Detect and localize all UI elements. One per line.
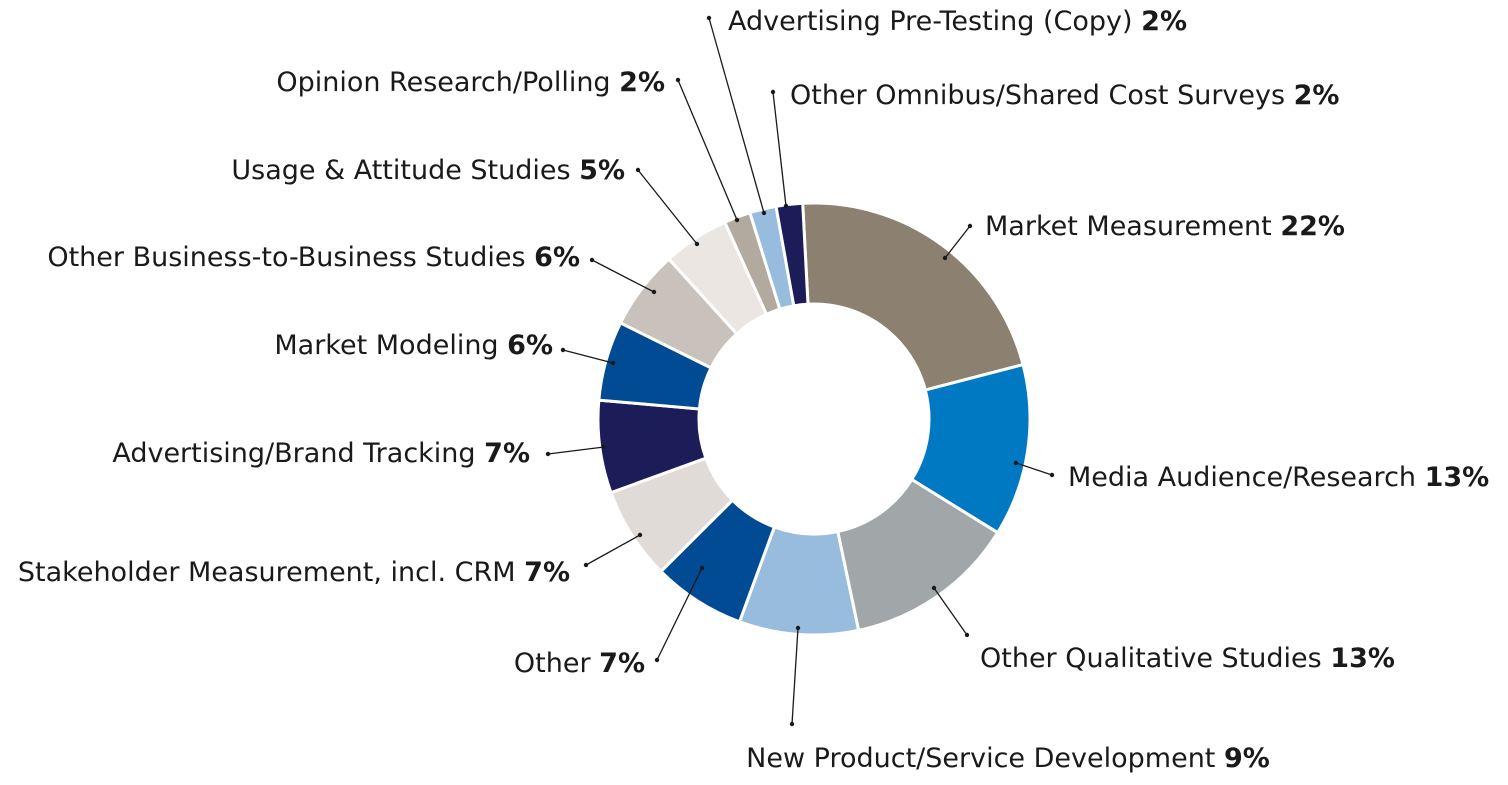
slice-label-name: Opinion Research/Polling bbox=[276, 67, 619, 98]
leader-line bbox=[677, 79, 738, 221]
slice-label: Market Measurement 22% bbox=[985, 211, 1345, 242]
leader-line bbox=[547, 446, 605, 455]
leader-line bbox=[944, 225, 971, 259]
leader-dot bbox=[545, 451, 551, 457]
slice-label-value: 9% bbox=[1224, 743, 1270, 774]
leader-dot bbox=[635, 167, 641, 173]
leader-dot bbox=[651, 289, 657, 295]
leader-dot bbox=[601, 444, 607, 450]
slice-market-measurement bbox=[801, 201, 1025, 392]
leader-lines bbox=[545, 15, 1055, 727]
slice-label-name: Usage & Attitude Studies bbox=[231, 155, 579, 186]
leader-dot bbox=[560, 347, 566, 353]
slice-label-name: Other Qualitative Studies bbox=[980, 643, 1330, 674]
slice-label-name: Other Omnibus/Shared Cost Surveys bbox=[790, 80, 1294, 111]
slice-label: Other Business-to-Business Studies 6% bbox=[47, 242, 580, 273]
leader-dot bbox=[637, 532, 643, 538]
leader-line bbox=[933, 587, 968, 636]
donut-slices bbox=[596, 201, 1032, 637]
slice-label: Other Qualitative Studies 13% bbox=[980, 643, 1395, 674]
leader-dot bbox=[583, 562, 589, 568]
slice-label: Market Modeling 6% bbox=[274, 330, 553, 361]
leader-dot bbox=[761, 210, 767, 216]
slice-label: Advertising Pre-Testing (Copy) 2% bbox=[728, 6, 1187, 37]
leader-dot bbox=[589, 257, 595, 263]
leader-line bbox=[591, 259, 655, 293]
leader-line bbox=[708, 17, 765, 214]
leader-dot bbox=[931, 585, 937, 591]
leader-dot bbox=[1013, 460, 1019, 466]
slice-label: Advertising/Brand Tracking 7% bbox=[112, 438, 530, 469]
leader-dot bbox=[654, 657, 660, 663]
slice-label-value: 7% bbox=[599, 648, 645, 679]
slice-label-name: Stakeholder Measurement, incl. CRM bbox=[18, 557, 524, 588]
slice-label-value: 13% bbox=[1330, 643, 1395, 674]
slice-label: Media Audience/Research 13% bbox=[1068, 462, 1489, 493]
slice-label-name: Media Audience/Research bbox=[1068, 462, 1425, 493]
leader-dot bbox=[706, 15, 712, 21]
leader-dot bbox=[610, 360, 616, 366]
slice-label: Opinion Research/Polling 2% bbox=[276, 67, 665, 98]
leader-dot bbox=[789, 721, 795, 727]
slice-label-name: Market Measurement bbox=[985, 211, 1280, 242]
slice-label-name: Advertising Pre-Testing (Copy) bbox=[728, 6, 1141, 37]
slice-label-name: Market Modeling bbox=[274, 330, 507, 361]
slice-label-value: 2% bbox=[619, 67, 665, 98]
leader-dot bbox=[734, 217, 740, 223]
slice-label: Other Omnibus/Shared Cost Surveys 2% bbox=[790, 80, 1339, 111]
leader-line bbox=[791, 627, 799, 725]
slice-label-value: 6% bbox=[507, 330, 553, 361]
slice-labels: Market Measurement 22% Media Audience/Res… bbox=[18, 6, 1489, 774]
slice-label-value: 7% bbox=[484, 438, 530, 469]
leader-dot bbox=[964, 632, 970, 638]
leader-line bbox=[772, 91, 787, 207]
slice-label-name: Other Business-to-Business Studies bbox=[47, 242, 534, 273]
leader-dot bbox=[699, 565, 705, 571]
slice-label-value: 5% bbox=[579, 155, 625, 186]
slice-label-name: Advertising/Brand Tracking bbox=[112, 438, 484, 469]
slice-label-name: Other bbox=[514, 648, 599, 679]
slice-label-name: New Product/Service Development bbox=[746, 743, 1224, 774]
slice-label: Usage & Attitude Studies 5% bbox=[231, 155, 625, 186]
leader-dot bbox=[770, 89, 776, 95]
slice-label-value: 6% bbox=[534, 242, 580, 273]
leader-line bbox=[585, 534, 641, 566]
slice-label-value: 2% bbox=[1294, 80, 1340, 111]
leader-dot bbox=[783, 203, 789, 209]
slice-label: Stakeholder Measurement, incl. CRM 7% bbox=[18, 557, 570, 588]
leader-dot bbox=[942, 255, 948, 261]
leader-line bbox=[1015, 462, 1053, 476]
slice-label-value: 2% bbox=[1141, 6, 1187, 37]
leader-dot bbox=[694, 241, 700, 247]
slice-label-value: 13% bbox=[1425, 462, 1490, 493]
slice-label-value: 22% bbox=[1280, 211, 1345, 242]
leader-line bbox=[637, 169, 698, 245]
leader-dot bbox=[675, 77, 681, 83]
leader-line bbox=[656, 567, 703, 661]
leader-dot bbox=[1049, 472, 1055, 478]
leader-dot bbox=[795, 625, 801, 631]
slice-label-value: 7% bbox=[524, 557, 570, 588]
leader-line bbox=[562, 349, 614, 364]
slice-label: New Product/Service Development 9% bbox=[746, 743, 1270, 774]
leader-dot bbox=[967, 223, 973, 229]
slice-label: Other 7% bbox=[514, 648, 645, 679]
